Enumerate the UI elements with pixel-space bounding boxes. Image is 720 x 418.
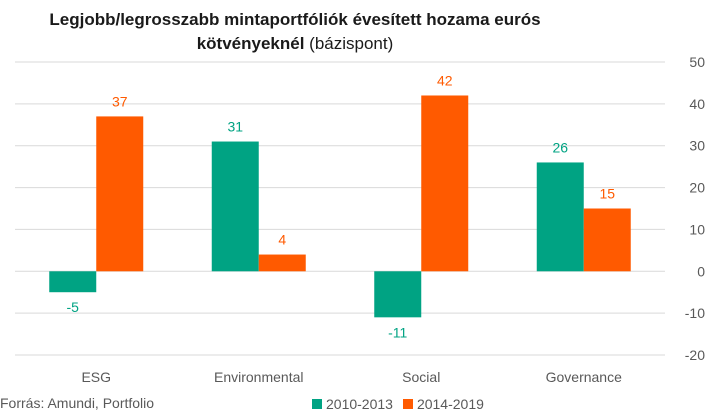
data-label: -5 xyxy=(67,299,80,315)
chart-title-unit: (bázispont) xyxy=(304,34,394,53)
data-label: 37 xyxy=(112,93,128,109)
y-tick-label: 20 xyxy=(689,180,705,196)
data-label: 15 xyxy=(599,186,615,202)
bar-1 xyxy=(211,141,259,272)
chart-title: Legjobb/legrosszabb mintaportfóliók éves… xyxy=(0,8,590,56)
y-tick-label: 10 xyxy=(689,221,705,237)
bar-2 xyxy=(96,116,144,272)
data-label: 26 xyxy=(552,139,568,155)
y-tick-label: 0 xyxy=(697,263,705,279)
category-label: ESG xyxy=(81,369,111,385)
bar-1 xyxy=(536,162,584,272)
category-label: Social xyxy=(402,369,440,385)
data-label: 4 xyxy=(278,232,286,248)
bar-2 xyxy=(421,95,469,272)
y-tick-label: -20 xyxy=(685,347,705,363)
y-tick-label: -10 xyxy=(685,305,705,321)
legend-item-series-2: 2014-2019 xyxy=(402,396,484,412)
legend-label-series-1: 2010-2013 xyxy=(326,396,393,412)
data-label: 31 xyxy=(227,119,243,135)
y-tick-label: 50 xyxy=(689,54,705,70)
category-label: Environmental xyxy=(214,369,304,385)
bar-1 xyxy=(49,271,97,293)
y-tick-label: 40 xyxy=(689,96,705,112)
bar-2 xyxy=(583,208,631,272)
source-note: Forrás: Amundi, Portfolio xyxy=(0,395,155,411)
y-tick-label: 30 xyxy=(689,138,705,154)
legend-label-series-2: 2014-2019 xyxy=(416,396,484,412)
legend-item-series-1: 2010-2013 xyxy=(312,396,393,412)
bar-1 xyxy=(374,271,422,318)
chart-title-main: Legjobb/legrosszabb mintaportfóliók éves… xyxy=(49,10,541,53)
legend: 2010-2013 2014-2019 xyxy=(312,396,494,412)
legend-swatch-series-2 xyxy=(402,399,413,409)
bar-2 xyxy=(258,254,306,272)
data-label: -11 xyxy=(388,324,407,340)
data-label: 42 xyxy=(437,72,453,88)
category-label: Governance xyxy=(546,369,622,385)
legend-swatch-series-1 xyxy=(312,399,322,409)
